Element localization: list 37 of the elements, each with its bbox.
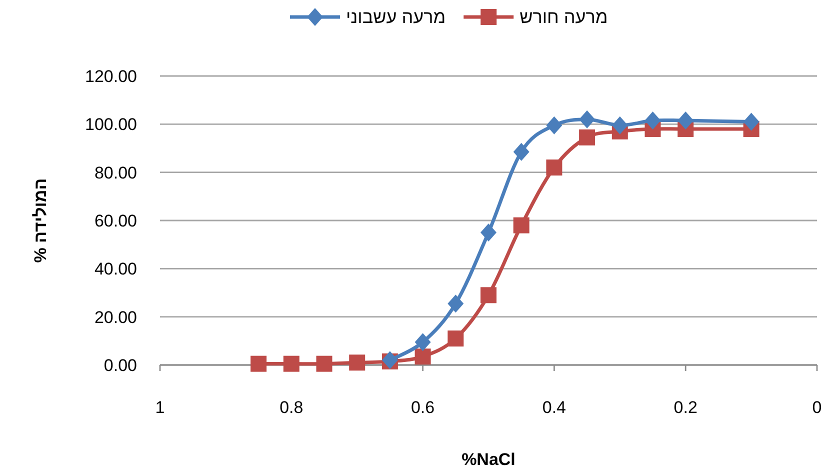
point: [349, 354, 366, 371]
x-tick-label: 0.6: [410, 398, 435, 417]
point: [480, 287, 496, 304]
x-axis-title: %NaCl: [462, 450, 516, 469]
x-tick-label: 0: [812, 398, 822, 417]
x-tick-label: 1: [155, 398, 165, 417]
x-tick-label: 0.4: [542, 398, 566, 417]
point: [612, 116, 628, 134]
y-tick-label: 60.00: [94, 212, 137, 230]
point: [448, 330, 464, 347]
legend-label: מרעה חורש: [520, 7, 608, 27]
point: [316, 356, 332, 372]
point: [480, 224, 496, 242]
point: [579, 129, 596, 146]
point: [644, 112, 661, 130]
y-tick-label: 40.00: [94, 260, 137, 279]
y-tick-label: 80.00: [94, 163, 137, 182]
x-tick-label: 0.2: [674, 398, 698, 417]
point: [513, 217, 530, 234]
point: [579, 110, 596, 128]
point: [250, 356, 267, 372]
y-tick-label: 120.00: [85, 67, 137, 86]
point: [448, 294, 464, 313]
y-tick-label: 100.00: [85, 115, 137, 134]
point: [414, 333, 431, 352]
point: [743, 112, 760, 131]
x-tick-label: 0.8: [280, 398, 304, 417]
point: [546, 160, 562, 176]
point: [546, 116, 562, 134]
point: [678, 112, 694, 130]
point: [414, 348, 431, 365]
y-tick-label: 20.00: [94, 308, 137, 327]
point: [283, 356, 300, 372]
point: [513, 142, 530, 161]
y-tick-label: 0.00: [104, 356, 137, 375]
y-axis-title: המולידה %: [31, 178, 50, 263]
legend-label: מרעה עשבוני: [346, 7, 446, 27]
